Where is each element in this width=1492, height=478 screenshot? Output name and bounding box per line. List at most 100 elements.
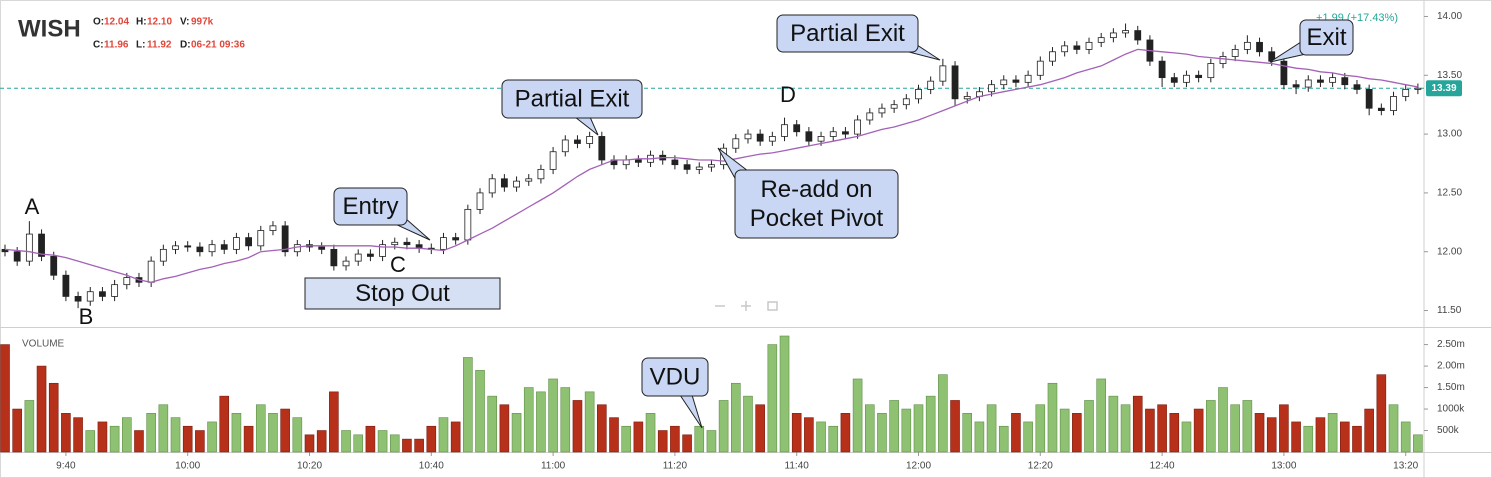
volume-bar xyxy=(840,413,851,453)
candle-body xyxy=(1085,41,1093,50)
candle-body xyxy=(233,237,240,250)
volume-bar xyxy=(1218,387,1228,453)
field-label: H: xyxy=(136,17,147,28)
candle-body xyxy=(537,168,545,180)
candle-body xyxy=(99,291,106,297)
volume-bar xyxy=(1230,404,1240,453)
volume-bar xyxy=(901,408,912,453)
symbol: WISH xyxy=(18,15,81,42)
volume-bar xyxy=(925,395,936,453)
candle-body xyxy=(1170,77,1178,83)
field-label: V: xyxy=(180,17,189,28)
volume-bar xyxy=(1096,378,1106,453)
candle-body xyxy=(768,136,776,142)
field-value: 12.10 xyxy=(147,17,172,28)
candle-body xyxy=(1317,79,1324,83)
volume-bar xyxy=(109,425,120,453)
candle-body xyxy=(1097,37,1105,43)
volume-bar xyxy=(1011,413,1021,453)
field-value: 11.96 xyxy=(104,40,129,51)
volume-bar xyxy=(487,395,498,453)
candle-body xyxy=(86,291,94,302)
volume-bar xyxy=(864,404,875,453)
x-tick-label: 12:20 xyxy=(1028,461,1053,472)
volume-bar xyxy=(791,413,802,453)
zoom-reset[interactable] xyxy=(767,301,778,311)
candle-body xyxy=(38,233,45,257)
candle-body xyxy=(866,112,874,121)
candle-body xyxy=(878,107,886,114)
candle-body xyxy=(464,208,472,241)
volume-bar xyxy=(402,438,412,453)
volume-tick-label: 1.50m xyxy=(1437,382,1465,393)
candle-body xyxy=(708,164,715,168)
volume-bar xyxy=(463,357,473,453)
volume-bar xyxy=(182,425,193,453)
point-letter: D xyxy=(780,82,796,107)
candle-body xyxy=(951,65,959,100)
volume-bar xyxy=(170,417,181,453)
x-tick-label: 10:00 xyxy=(175,461,200,472)
volume-bar xyxy=(329,391,339,453)
candle-body xyxy=(1353,84,1361,90)
volume-bar xyxy=(1400,421,1411,453)
candle-body xyxy=(1,248,9,253)
volume-bar xyxy=(73,417,83,453)
candle-body xyxy=(342,260,350,267)
callout-text: Partial Exit xyxy=(790,20,905,47)
candle-body xyxy=(354,253,362,262)
callout-text: VDU xyxy=(650,363,701,390)
callout-box xyxy=(333,187,408,226)
last-price-label: 13.39 xyxy=(1431,83,1456,94)
y-tick-label: 12.50 xyxy=(1437,188,1462,199)
volume-bar xyxy=(438,417,449,453)
volume-bar xyxy=(1157,404,1167,453)
volume-bar xyxy=(584,391,595,453)
candle-body xyxy=(854,119,861,135)
candle-body xyxy=(13,251,21,262)
volume-tick-label: 2.50m xyxy=(1437,339,1465,350)
candle-body xyxy=(890,104,898,109)
field-value: 12.04 xyxy=(104,17,129,28)
candle-body xyxy=(476,192,484,210)
volume-bar xyxy=(243,425,254,453)
candle-body xyxy=(1390,96,1397,111)
candle-body xyxy=(220,244,228,250)
x-tick-label: 13:20 xyxy=(1393,461,1418,472)
zoom-controls[interactable] xyxy=(715,301,778,311)
candle-body xyxy=(963,96,971,100)
field-value: 997k xyxy=(191,17,214,28)
volume-bar xyxy=(1279,404,1289,453)
volume-bar xyxy=(389,434,400,453)
volume-bar xyxy=(1084,400,1094,453)
volume-bar xyxy=(1315,417,1326,453)
point-letter: A xyxy=(25,194,40,219)
candle-body xyxy=(74,296,82,302)
x-tick-label: 11:40 xyxy=(785,461,810,472)
candle-body xyxy=(1243,41,1251,50)
candle-body xyxy=(1122,30,1129,34)
candle-body xyxy=(1341,77,1349,86)
candle-body xyxy=(1109,32,1117,39)
volume-bar xyxy=(1072,413,1082,453)
candle-body xyxy=(1402,88,1410,97)
candle-body xyxy=(440,237,447,250)
volume-bar xyxy=(1388,404,1399,453)
volume-bar xyxy=(536,391,546,453)
volume-bar xyxy=(523,387,534,453)
callout-box xyxy=(1299,19,1354,56)
volume-bar xyxy=(694,425,705,453)
y-tick-label: 11.50 xyxy=(1437,305,1462,316)
candle-body xyxy=(1219,56,1227,64)
candle-body xyxy=(208,244,216,253)
candle-body xyxy=(1158,60,1166,79)
candle-body xyxy=(111,284,119,297)
volume-bar xyxy=(1181,421,1192,453)
candle-body xyxy=(1207,63,1215,79)
volume-bar xyxy=(1132,395,1143,453)
candle-body xyxy=(634,159,642,163)
volume-bar xyxy=(950,400,960,453)
volume-bar xyxy=(730,382,741,453)
volume-bar xyxy=(1035,404,1046,453)
candle-body xyxy=(1000,79,1008,86)
